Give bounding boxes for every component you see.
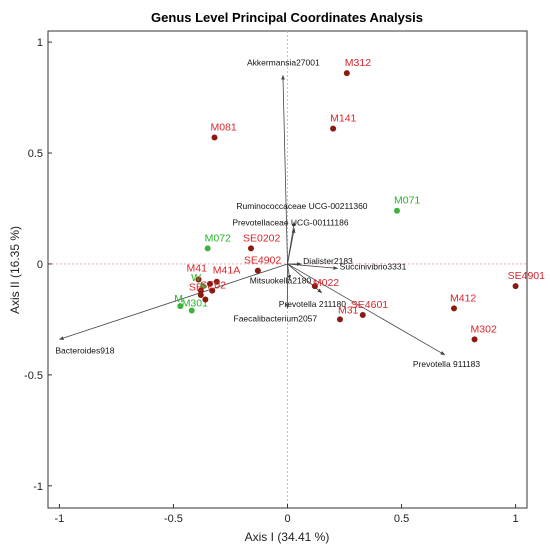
sample-point (451, 305, 457, 311)
vector-label: Prevotella 211180 (279, 299, 347, 309)
sample-label: M141 (330, 113, 356, 125)
sample-label: M41A (213, 265, 240, 277)
sample-point (337, 316, 343, 322)
sample-label: SE4901 (508, 270, 546, 282)
x-tick-label: -1 (55, 513, 65, 525)
sample-point (360, 312, 366, 318)
sample-label: SE4902 (244, 255, 282, 267)
vector-label: Ruminococcaceae UCG-00211360 (236, 201, 367, 211)
y-tick-label: 1 (37, 37, 43, 49)
sample-label: SE (189, 282, 203, 294)
sample-label: M072 (205, 232, 231, 244)
y-tick-label: 0 (37, 259, 43, 271)
vector-label: Mitsuokella2180 (250, 275, 312, 285)
y-axis-title: Axis II (16.35 %) (8, 226, 22, 314)
sample-point (205, 245, 211, 251)
sample-point (255, 268, 261, 274)
y-tick-label: -0.5 (24, 370, 43, 382)
sample-point (207, 281, 213, 287)
vector-label: Faecalibacterium2057 (234, 313, 318, 323)
y-tick-label: 0.5 (28, 148, 43, 160)
sample-point (202, 296, 208, 302)
sample-point (513, 283, 519, 289)
sample-label: M081 (211, 121, 237, 133)
x-axis-title: Axis I (34.41 %) (245, 530, 330, 544)
chart-title: Genus Level Principal Coordinates Analys… (151, 10, 423, 25)
x-tick-label: 0 (284, 513, 290, 525)
sample-label: M022 (313, 277, 339, 289)
sample-point (394, 208, 400, 214)
sample-label: SE0202 (243, 232, 281, 244)
x-tick-label: -0.5 (164, 513, 183, 525)
sample-label: SE02 (200, 280, 226, 292)
vector-label: Bacteroides918 (55, 345, 114, 355)
sample-label: M312 (345, 57, 371, 69)
x-tick-label: 0.5 (394, 513, 409, 525)
sample-point (344, 70, 350, 76)
sample-point (472, 336, 478, 342)
loading-vector (283, 75, 288, 264)
sample-label: M412 (450, 292, 476, 304)
loading-vector (288, 228, 295, 263)
sample-label: M302 (471, 323, 497, 335)
sample-label: M071 (394, 195, 420, 207)
plot-area: -1 -0.5 0 0.5 1 -1 -0.5 0 0.5 1 Akkermansia27001 Ru… (24, 31, 545, 525)
sample-point (212, 134, 218, 140)
vector-label: Succinivibrio3331 (340, 261, 407, 271)
y-tick-label: -1 (33, 481, 43, 493)
sample-point (330, 126, 336, 132)
vector-label: Prevotellaceae UCG-00111186 (232, 217, 349, 227)
x-tick-label: 1 (513, 513, 519, 525)
sample-point (248, 245, 254, 251)
vector-label: Prevotella 911183 (413, 359, 481, 369)
vector-label: Akkermansia27001 (247, 57, 320, 67)
sample-label: SE4601 (351, 299, 389, 311)
sample-point (198, 292, 204, 298)
